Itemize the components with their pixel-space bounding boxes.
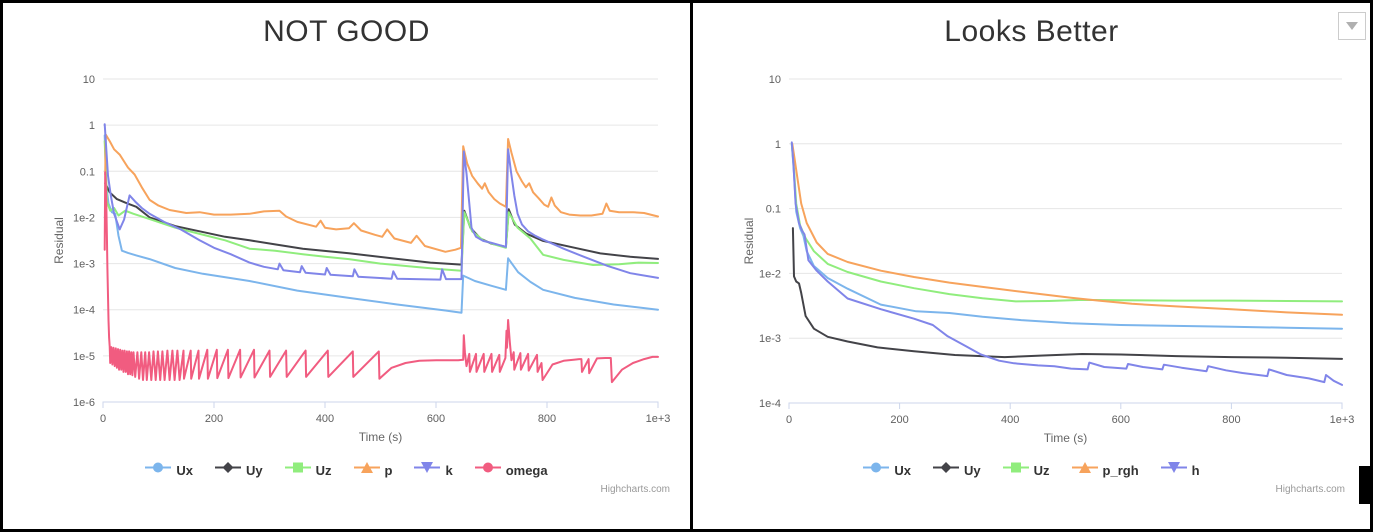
legend-item-p[interactable]: p xyxy=(353,461,393,479)
svg-text:Residual: Residual xyxy=(52,217,66,264)
chart-plot-right: 10 1 0.1 1e-2 1e-3 1e-4 0 200 400 600 800 1e+3 Time … xyxy=(742,74,1355,445)
svg-text:400: 400 xyxy=(316,413,334,425)
svg-text:200: 200 xyxy=(205,413,223,425)
legend-label: Uz xyxy=(315,462,332,478)
circle-marker-icon xyxy=(145,461,172,479)
chart-title-right: Looks Better xyxy=(944,15,1119,48)
square-marker-icon xyxy=(284,461,311,479)
svg-text:0.1: 0.1 xyxy=(766,204,781,216)
legend-item-Uy[interactable]: Uy xyxy=(933,461,981,479)
svg-text:1e-2: 1e-2 xyxy=(759,268,781,280)
series-line-Uz[interactable] xyxy=(103,140,659,272)
series-line-k[interactable] xyxy=(103,123,659,281)
triangle-down-marker-icon xyxy=(1160,461,1187,479)
legend-item-omega[interactable]: omega xyxy=(474,461,548,479)
svg-text:800: 800 xyxy=(1222,414,1240,426)
series-line-omega[interactable] xyxy=(103,171,659,384)
triangle-down-marker-icon xyxy=(414,461,441,479)
legend-item-Ux[interactable]: Ux xyxy=(863,461,911,479)
circle-marker-icon xyxy=(474,461,501,479)
chart-title-left: NOT GOOD xyxy=(263,15,430,48)
legend-label: p_rgh xyxy=(1102,462,1139,478)
svg-text:0: 0 xyxy=(100,413,106,425)
svg-text:Time (s): Time (s) xyxy=(359,430,403,444)
legend-label: omega xyxy=(505,462,548,478)
svg-text:800: 800 xyxy=(538,413,556,425)
legend-item-p_rgh[interactable]: p_rgh xyxy=(1071,461,1139,479)
svg-text:600: 600 xyxy=(1112,414,1130,426)
chart-panel-left: NOT GOOD 10 1 0.1 1e-2 1e-3 1e-4 1e-5 1e-6 0 200 4… xyxy=(3,3,690,529)
chart-legend-right: Ux Uy Uz p_rgh h xyxy=(693,461,1370,479)
triangle-marker-icon xyxy=(353,461,380,479)
svg-text:1e-3: 1e-3 xyxy=(73,259,95,271)
diamond-marker-icon xyxy=(933,461,960,479)
triangle-down-icon xyxy=(1346,21,1358,30)
triangle-marker-icon xyxy=(1071,461,1098,479)
legend-label: Uy xyxy=(246,462,263,478)
highcharts-credit-left[interactable]: Highcharts.com xyxy=(600,484,670,495)
svg-text:1e-2: 1e-2 xyxy=(73,212,95,224)
svg-text:Residual: Residual xyxy=(742,218,756,265)
legend-item-Uz[interactable]: Uz xyxy=(1002,461,1050,479)
series-line-Ux[interactable] xyxy=(103,134,659,314)
export-menu-button[interactable] xyxy=(1338,12,1366,40)
svg-text:1e+3: 1e+3 xyxy=(646,413,671,425)
legend-label: Ux xyxy=(894,462,912,478)
svg-text:1e-5: 1e-5 xyxy=(73,351,95,363)
svg-text:1e-4: 1e-4 xyxy=(73,305,95,317)
svg-text:0: 0 xyxy=(786,414,792,426)
svg-text:1e+3: 1e+3 xyxy=(1330,414,1355,426)
panel-divider xyxy=(690,3,693,529)
highcharts-credit-right[interactable]: Highcharts.com xyxy=(1275,484,1345,495)
square-marker-icon xyxy=(1002,461,1029,479)
svg-text:1: 1 xyxy=(775,139,781,151)
chart-panel-right: Looks Better 10 1 0.1 1e-2 1e-3 1e-4 0 200 400 60… xyxy=(693,3,1370,529)
svg-text:1e-3: 1e-3 xyxy=(759,333,781,345)
legend-label: Uy xyxy=(964,462,981,478)
series-line-Uy[interactable] xyxy=(104,182,659,266)
legend-label: Uz xyxy=(1033,462,1050,478)
series-line-Uy[interactable] xyxy=(791,227,1343,360)
series-line-h[interactable] xyxy=(790,141,1343,386)
legend-item-Ux[interactable]: Ux xyxy=(145,461,193,479)
legend-item-k[interactable]: k xyxy=(414,461,453,479)
svg-text:400: 400 xyxy=(1001,414,1019,426)
legend-label: h xyxy=(1191,462,1200,478)
svg-text:Time (s): Time (s) xyxy=(1044,431,1088,445)
black-bar xyxy=(1359,466,1370,504)
svg-text:10: 10 xyxy=(83,74,95,86)
chart-legend-left: Ux Uy Uz p k omega xyxy=(3,461,690,479)
svg-text:10: 10 xyxy=(769,74,781,86)
circle-marker-icon xyxy=(863,461,890,479)
chart-plot-left: 10 1 0.1 1e-2 1e-3 1e-4 1e-5 1e-6 0 200 400 600 800 1… xyxy=(52,74,671,444)
svg-text:0.1: 0.1 xyxy=(80,166,95,178)
series-line-p_rgh[interactable] xyxy=(791,142,1343,316)
series-line-p[interactable] xyxy=(104,133,659,253)
diamond-marker-icon xyxy=(215,461,241,479)
legend-item-Uy[interactable]: Uy xyxy=(215,461,263,479)
svg-text:200: 200 xyxy=(890,414,908,426)
svg-text:1e-4: 1e-4 xyxy=(759,398,781,410)
svg-text:1: 1 xyxy=(89,120,95,132)
svg-text:600: 600 xyxy=(427,413,445,425)
legend-label: p xyxy=(384,462,393,478)
legend-label: Ux xyxy=(176,462,193,478)
series-line-Uz[interactable] xyxy=(790,142,1343,303)
legend-label: k xyxy=(445,462,453,478)
svg-text:1e-6: 1e-6 xyxy=(73,397,95,409)
legend-item-h[interactable]: h xyxy=(1160,461,1200,479)
legend-item-Uz[interactable]: Uz xyxy=(284,461,332,479)
